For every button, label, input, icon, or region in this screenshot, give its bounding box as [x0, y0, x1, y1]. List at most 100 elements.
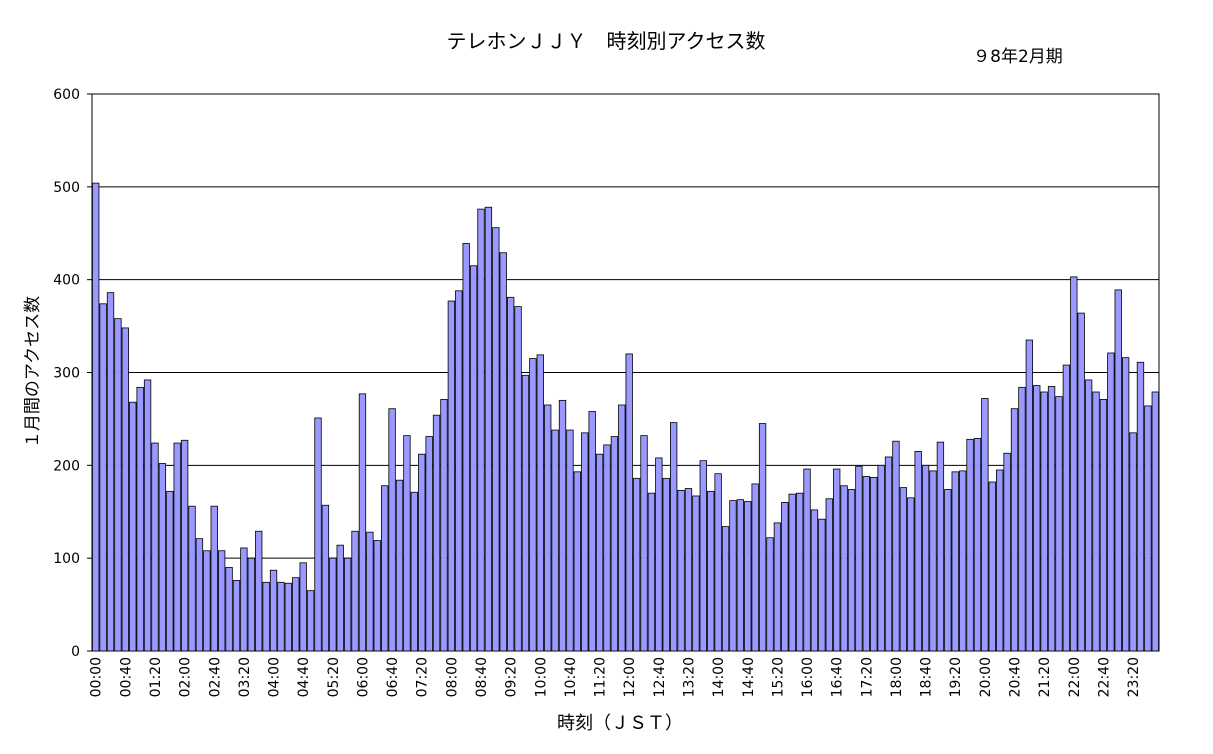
bar-11:00: [581, 432, 589, 652]
bar-16:30: [825, 498, 833, 652]
bar-15:20: [773, 522, 782, 652]
bar-01:10: [143, 379, 152, 652]
bar-21:50: [1062, 364, 1071, 652]
bar-14:30: [736, 499, 745, 652]
bar-09:10: [499, 252, 507, 652]
x-tick-label: 07:20: [415, 657, 431, 697]
bar-05:40: [343, 557, 352, 652]
bar-09:00: [492, 227, 500, 652]
bar-17:40: [877, 464, 885, 652]
bar-22:00: [1070, 276, 1078, 652]
bar-20:30: [1003, 452, 1011, 652]
x-tick-label: 13:20: [681, 657, 697, 697]
bar-10:10: [544, 404, 552, 652]
bar-13:50: [707, 490, 715, 652]
y-tick-label: 300: [53, 366, 80, 382]
bar-15:00: [758, 423, 767, 652]
chart-subtitle: ９8年2月期: [973, 47, 1063, 67]
x-tick-label: 16:00: [800, 657, 816, 697]
bar-00:20: [106, 292, 115, 652]
x-tick-label: 14:40: [741, 657, 757, 697]
bar-03:30: [247, 557, 255, 652]
y-axis-label: １月間のアクセス数: [23, 296, 43, 448]
y-tick-label: 0: [71, 644, 80, 660]
bar-00:40: [121, 327, 130, 652]
x-tick-label: 00:40: [118, 657, 134, 697]
bar-05:20: [329, 557, 337, 652]
bar-18:10: [899, 487, 908, 652]
bar-21:30: [1047, 386, 1056, 652]
x-tick-label: 22:40: [1096, 657, 1112, 697]
bar-19:30: [958, 470, 967, 652]
bar-16:40: [833, 468, 841, 652]
x-tick-label: 17:20: [859, 657, 875, 697]
chart-title: テレホンＪＪＹ 時刻別アクセス数: [447, 29, 766, 53]
y-tick-label: 500: [53, 180, 80, 196]
bar-06:10: [366, 531, 374, 652]
bar-13:40: [699, 460, 707, 652]
x-axis-label: 時刻（ＪＳＴ）: [557, 713, 683, 734]
bar-04:00: [269, 569, 278, 652]
gridlines: [92, 186, 1159, 559]
bar-02:20: [195, 538, 204, 652]
x-tick-label: 22:00: [1067, 657, 1083, 697]
bar-15:30: [781, 502, 789, 652]
bar-01:00: [136, 386, 144, 652]
x-tick-label: 12:00: [622, 657, 638, 697]
x-tick-label: 08:40: [474, 657, 490, 697]
bar-14:20: [729, 500, 737, 652]
x-tick-label: 00:00: [89, 657, 105, 697]
bar-16:50: [840, 485, 848, 652]
bar-15:50: [795, 492, 804, 652]
x-tick-label: 01:20: [148, 657, 164, 697]
x-tick-label: 06:40: [385, 657, 401, 697]
bar-05:50: [351, 530, 359, 652]
bar-21:20: [1040, 391, 1048, 652]
bar-14:50: [751, 483, 759, 652]
bar-05:30: [336, 544, 344, 652]
bar-08:50: [484, 206, 493, 652]
bar-11:10: [588, 411, 596, 652]
x-tick-label: 06:00: [355, 657, 371, 697]
bar-13:10: [677, 489, 685, 652]
x-tick-label: 09:20: [504, 657, 520, 697]
bar-20:20: [996, 469, 1004, 652]
bar-02:30: [203, 550, 211, 652]
bar-18:20: [907, 497, 915, 652]
bar-10:40: [566, 429, 574, 652]
bar-16:00: [803, 468, 811, 652]
bar-06:50: [395, 479, 404, 652]
bar-04:10: [277, 581, 285, 652]
bar-03:00: [225, 567, 233, 652]
bar-18:50: [929, 470, 937, 652]
x-tick-label: 14:00: [711, 657, 727, 697]
bar-23:40: [1144, 405, 1152, 652]
x-tick-label: 15:20: [770, 657, 786, 697]
bar-11:40: [610, 436, 619, 652]
bar-09:20: [506, 296, 515, 652]
bar-06:00: [358, 393, 367, 652]
x-tick-label: 23:20: [1126, 657, 1142, 697]
bar-04:30: [292, 577, 300, 652]
bar-20:50: [1018, 386, 1026, 652]
bar-23:00: [1114, 289, 1122, 652]
bar-02:10: [188, 505, 196, 652]
bar-20:10: [988, 481, 996, 652]
bar-12:20: [640, 435, 648, 652]
bar-10:30: [558, 399, 567, 652]
bar-19:10: [944, 489, 952, 652]
bar-21:00: [1025, 339, 1033, 652]
bar-11:20: [595, 453, 604, 652]
bar-08:30: [469, 265, 478, 652]
x-tick-label: 18:00: [889, 657, 905, 697]
bar-12:30: [647, 492, 656, 652]
bar-18:30: [914, 451, 922, 652]
x-tick-label: 03:20: [237, 657, 253, 697]
bar-04:50: [306, 590, 315, 652]
bar-03:10: [232, 580, 241, 652]
x-tick-label: 18:40: [919, 657, 935, 697]
x-tick-label: 21:20: [1037, 657, 1053, 697]
bar-22:20: [1084, 379, 1093, 652]
bar-series: [92, 182, 1159, 652]
